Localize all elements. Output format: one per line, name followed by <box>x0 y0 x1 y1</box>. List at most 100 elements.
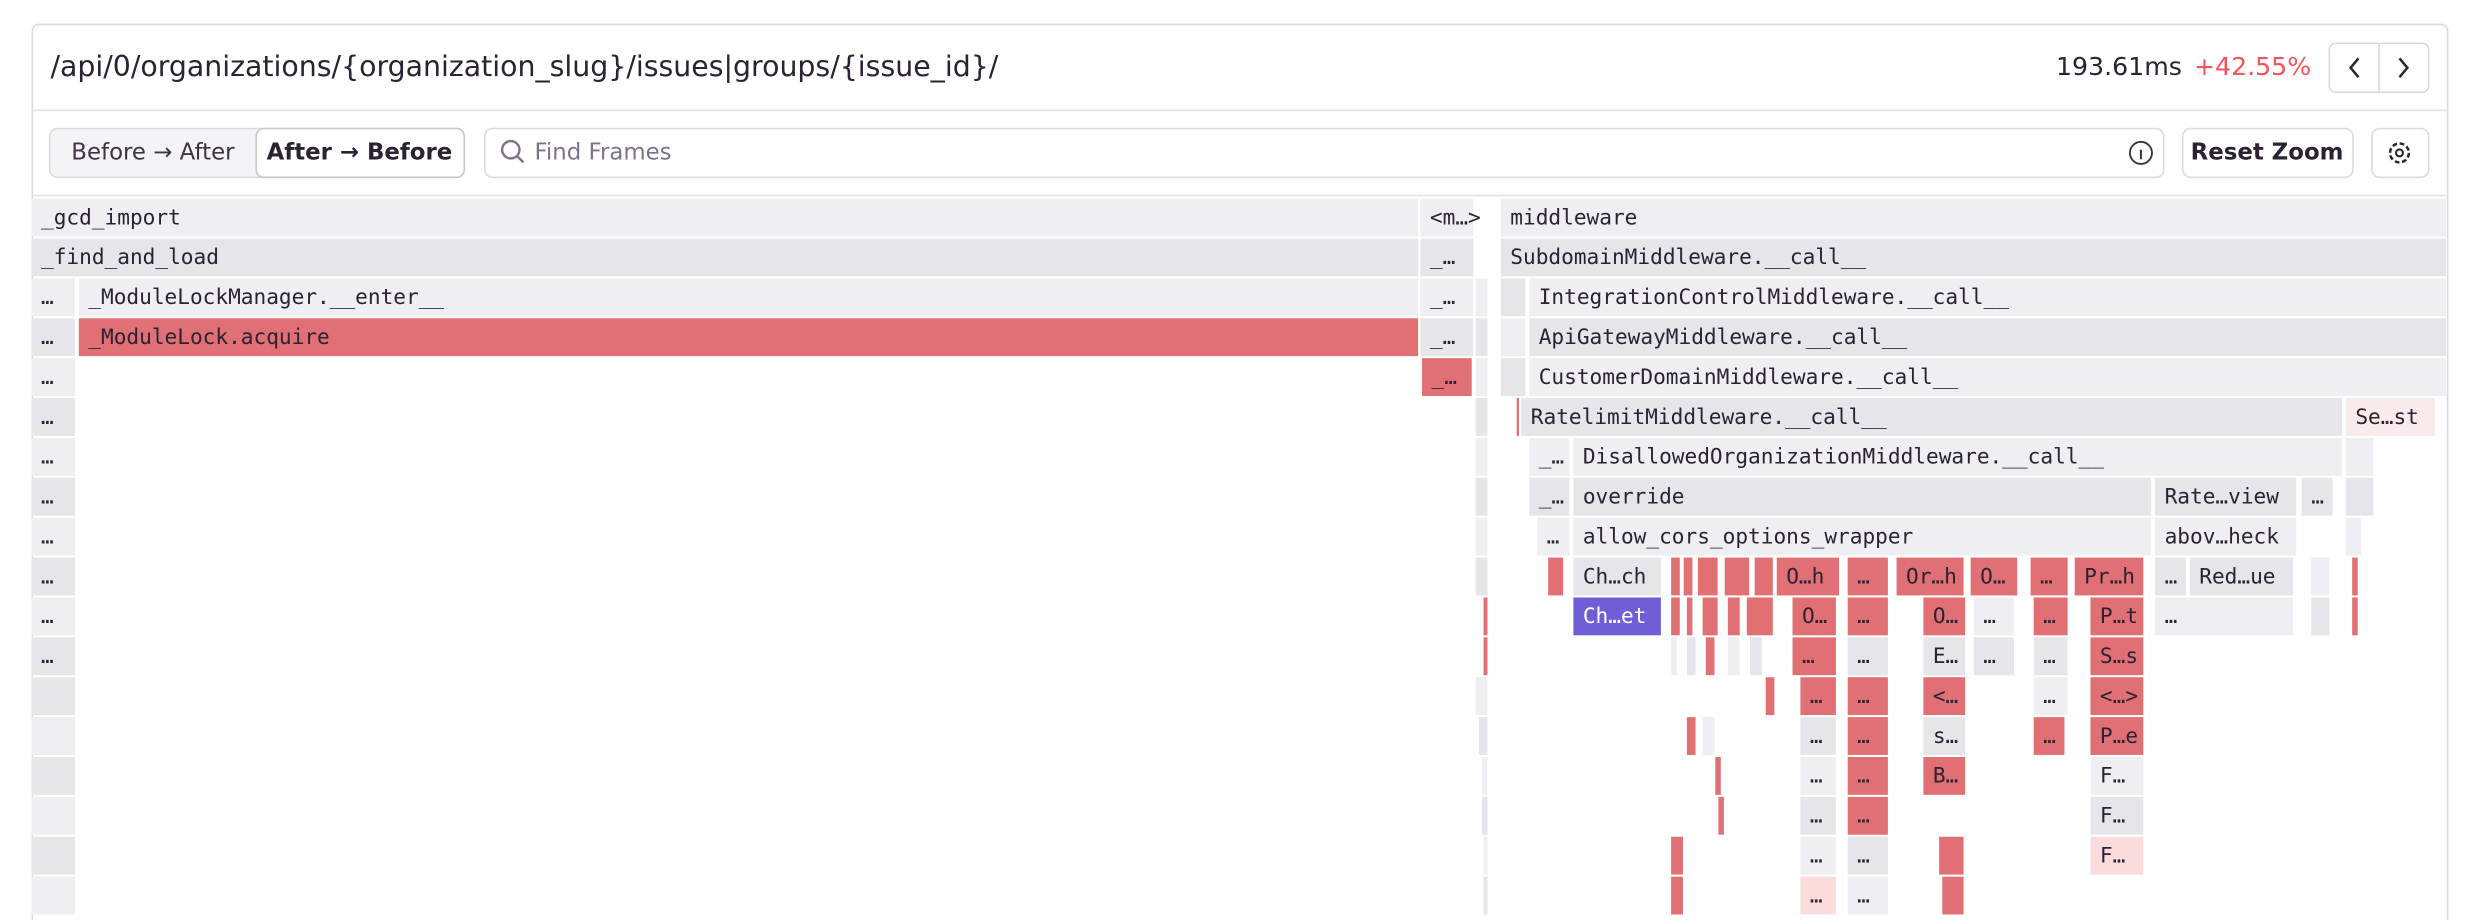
frame-label: RatelimitMiddleware.__call__ <box>1531 404 1887 429</box>
frame-sliver <box>1478 717 1488 755</box>
frame <box>2189 557 2294 596</box>
frame-label: Ch…ch <box>1583 563 1647 588</box>
frame <box>2033 637 2068 676</box>
frame-label: Or…h <box>1906 563 1957 588</box>
frame-label: Red…ue <box>2199 563 2275 588</box>
frame <box>1847 876 1888 915</box>
frame-label: … <box>41 643 54 668</box>
frame <box>1420 278 1474 317</box>
frame-label: B… <box>1933 763 1958 788</box>
frame <box>1573 437 2342 476</box>
frame-label: O… <box>1933 603 1958 628</box>
frame-label: … <box>2043 643 2056 668</box>
frame-label: … <box>41 484 54 509</box>
frame <box>31 398 75 436</box>
search-input[interactable] <box>483 127 2165 179</box>
frame <box>1500 238 2446 277</box>
frame-sliver <box>1475 517 1488 556</box>
frame-sliver <box>31 717 75 755</box>
frame-label: <… <box>1933 683 1958 708</box>
frame <box>31 637 75 676</box>
frame-label: Ch…et <box>1583 603 1647 628</box>
search-icon <box>500 139 521 160</box>
frame-label: _… <box>1430 324 1455 349</box>
frame-label: F… <box>2100 803 2125 828</box>
frame-label: … <box>41 444 54 469</box>
frame <box>1537 517 1570 556</box>
frame <box>1847 557 1888 596</box>
frame <box>1800 796 1836 835</box>
frame <box>1776 557 1840 596</box>
reset-zoom[interactable]: Reset Zoom <box>2191 139 2344 165</box>
frame-label: … <box>1857 763 1870 788</box>
frame-label: _gcd_import <box>41 204 181 229</box>
reset-zoom-button[interactable] <box>2181 127 2354 179</box>
frame <box>1923 677 1966 716</box>
info-icon[interactable] <box>2128 140 2153 165</box>
frame-label: … <box>1857 563 1870 588</box>
frame-label: … <box>1810 803 1823 828</box>
settings-button[interactable] <box>2371 127 2430 179</box>
frame-label: s… <box>1933 723 1958 748</box>
frame-label: … <box>2043 723 2056 748</box>
next-icon[interactable] <box>2398 57 2410 79</box>
before-after[interactable]: Before → After <box>71 139 235 165</box>
frame <box>1422 358 1472 396</box>
frame <box>31 477 75 516</box>
frame-sliver <box>1483 836 1488 875</box>
after-before[interactable]: After → Before <box>267 139 453 165</box>
frame <box>2090 836 2144 875</box>
frame-label: O…h <box>1786 563 1824 588</box>
frame <box>2345 398 2435 436</box>
frame-sliver <box>1475 278 1488 317</box>
segment-selected[interactable] <box>255 127 466 179</box>
frame-sliver <box>1475 677 1488 716</box>
frame <box>31 597 75 636</box>
frame-sliver <box>1671 836 1683 875</box>
frame <box>1847 677 1888 716</box>
prev-icon[interactable] <box>2348 57 2360 79</box>
frame-sliver <box>1671 637 1677 676</box>
frame-label: … <box>2040 563 2053 588</box>
frame-sliver <box>1475 318 1488 357</box>
frame <box>2090 677 2144 716</box>
frame-sliver <box>1715 756 1721 795</box>
frame <box>1573 517 2152 556</box>
frame <box>1573 557 1661 596</box>
frame <box>1420 318 1474 357</box>
frame-sliver <box>1481 796 1488 835</box>
frame-sliver <box>1500 358 1526 396</box>
frame <box>31 517 75 556</box>
frame-sliver <box>2311 597 2330 636</box>
frame-label: Se…st <box>2355 404 2419 429</box>
frame-sliver <box>31 756 75 795</box>
frame <box>31 318 75 357</box>
frame <box>1923 597 1966 636</box>
frame-label: F… <box>2100 763 2125 788</box>
frame-label: P…e <box>2100 723 2138 748</box>
frame <box>1500 198 2446 237</box>
frame-sliver <box>2345 437 2374 476</box>
frame-label: … <box>1857 842 1870 867</box>
frame-label: … <box>1802 643 1815 668</box>
frame-sliver <box>1516 398 1519 436</box>
frame-sliver <box>2311 557 2330 596</box>
frame <box>2033 597 2068 636</box>
frame-sliver <box>1671 557 1680 596</box>
frame-label: … <box>41 324 54 349</box>
frame-label: … <box>1810 763 1823 788</box>
frame <box>1847 756 1888 795</box>
frame-sliver <box>1483 876 1488 915</box>
frame <box>1847 717 1888 755</box>
change: +42.55% <box>2194 52 2311 81</box>
frame-sliver <box>1483 637 1488 676</box>
frame <box>2090 717 2144 755</box>
frame <box>31 278 75 317</box>
frame-sliver <box>1481 756 1488 795</box>
frame <box>1847 637 1888 676</box>
frame-sliver <box>2352 597 2358 636</box>
frame-sliver <box>1749 637 1762 676</box>
frame <box>31 557 75 596</box>
frame-label: … <box>1983 643 1996 668</box>
frame-sliver <box>31 876 75 915</box>
